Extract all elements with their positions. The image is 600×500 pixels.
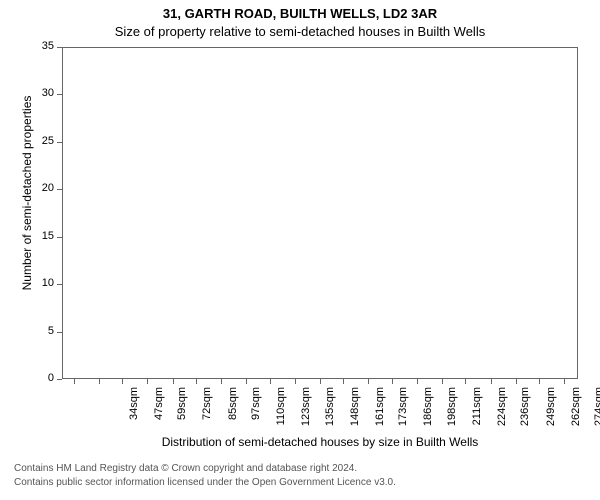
y-tick-label: 5: [30, 325, 54, 337]
x-tick-label: 198sqm: [446, 387, 458, 437]
x-tick-label: 135sqm: [324, 387, 336, 437]
x-tick-mark: [122, 379, 123, 384]
plot-area: [62, 47, 578, 379]
footer-line-1: Contains HM Land Registry data © Crown c…: [14, 462, 396, 476]
y-tick-label: 0: [30, 372, 54, 384]
x-tick-mark: [74, 379, 75, 384]
x-tick-mark: [417, 379, 418, 384]
x-tick-label: 161sqm: [374, 387, 386, 437]
x-tick-mark: [173, 379, 174, 384]
x-tick-mark: [270, 379, 271, 384]
x-tick-mark: [147, 379, 148, 384]
footer-line-2: Contains public sector information licen…: [14, 476, 396, 490]
x-tick-mark: [516, 379, 517, 384]
x-tick-label: 148sqm: [349, 387, 361, 437]
x-tick-mark: [539, 379, 540, 384]
x-tick-mark: [320, 379, 321, 384]
x-tick-label: 249sqm: [545, 387, 557, 437]
x-tick-label: 72sqm: [201, 387, 213, 437]
x-tick-label: 211sqm: [471, 387, 483, 437]
x-tick-label: 85sqm: [227, 387, 239, 437]
x-tick-label: 123sqm: [300, 387, 312, 437]
x-tick-label: 224sqm: [496, 387, 508, 437]
x-tick-mark: [246, 379, 247, 384]
chart-title-line2: Size of property relative to semi-detach…: [0, 24, 600, 39]
x-tick-mark: [442, 379, 443, 384]
x-tick-label: 236sqm: [519, 387, 531, 437]
x-tick-label: 59sqm: [176, 387, 188, 437]
x-tick-mark: [196, 379, 197, 384]
y-axis-label: Number of semi-detached properties: [20, 63, 34, 323]
x-axis-label: Distribution of semi-detached houses by …: [62, 435, 578, 449]
x-tick-mark: [295, 379, 296, 384]
footer-attribution: Contains HM Land Registry data © Crown c…: [14, 462, 396, 489]
x-tick-label: 110sqm: [275, 387, 287, 437]
x-tick-label: 47sqm: [153, 387, 165, 437]
y-tick-mark: [57, 379, 62, 380]
x-tick-label: 173sqm: [397, 387, 409, 437]
x-tick-mark: [343, 379, 344, 384]
x-tick-mark: [491, 379, 492, 384]
x-tick-mark: [368, 379, 369, 384]
x-tick-label: 262sqm: [570, 387, 582, 437]
x-tick-label: 274sqm: [593, 387, 600, 437]
x-tick-label: 186sqm: [422, 387, 434, 437]
x-tick-label: 97sqm: [250, 387, 262, 437]
x-tick-mark: [221, 379, 222, 384]
y-tick-label: 35: [30, 40, 54, 52]
x-tick-mark: [564, 379, 565, 384]
x-tick-label: 34sqm: [128, 387, 140, 437]
chart-title-line1: 31, GARTH ROAD, BUILTH WELLS, LD2 3AR: [0, 6, 600, 21]
x-tick-mark: [99, 379, 100, 384]
x-tick-mark: [465, 379, 466, 384]
x-tick-mark: [392, 379, 393, 384]
